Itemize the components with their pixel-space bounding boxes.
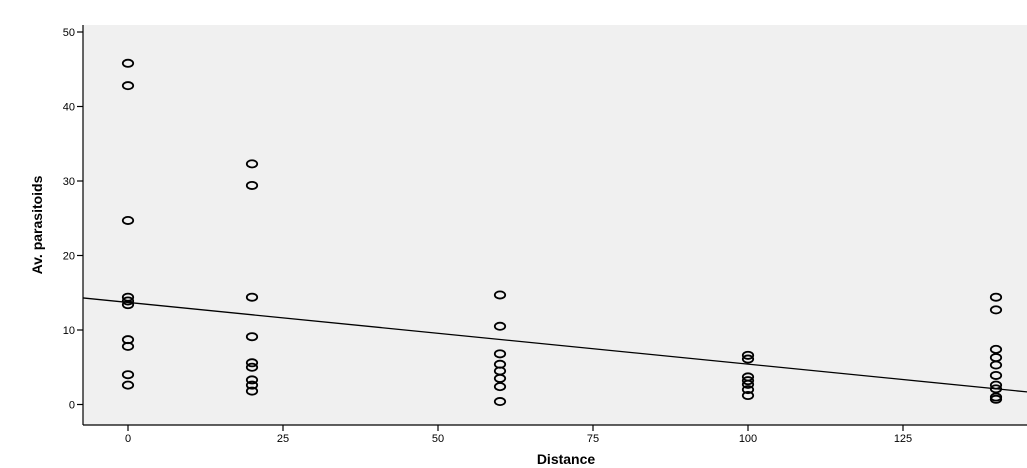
data-point (989, 344, 1003, 354)
data-point (121, 300, 135, 310)
data-point (121, 81, 135, 91)
data-point (741, 376, 755, 386)
data-point (741, 379, 755, 389)
data-point (121, 58, 135, 68)
x-tick-label: 100 (739, 433, 757, 445)
data-point (741, 391, 755, 401)
data-point (245, 292, 259, 302)
data-point (121, 215, 135, 225)
x-tick-label: 125 (894, 433, 912, 445)
data-point (121, 296, 135, 306)
data-point (121, 380, 135, 390)
y-axis: 0 10 20 30 40 50 (63, 25, 84, 425)
x-tick-label: 25 (277, 433, 289, 445)
data-point (989, 394, 1003, 404)
y-tick-label: 10 (63, 325, 75, 337)
data-point (245, 375, 259, 385)
data-point (121, 370, 135, 380)
data-point (493, 382, 507, 392)
data-point (121, 341, 135, 351)
x-axis-title: Distance (537, 451, 596, 467)
data-point (245, 358, 259, 368)
data-point (741, 354, 755, 364)
data-point (741, 385, 755, 395)
y-tick-label: 40 (63, 102, 75, 114)
x-tick-label: 75 (587, 433, 599, 445)
x-axis: 0 25 50 75 100 125 (83, 424, 1027, 445)
data-point (989, 360, 1003, 370)
data-point (245, 380, 259, 390)
data-point (989, 305, 1003, 315)
data-point (245, 159, 259, 169)
y-tick-label: 20 (63, 251, 75, 263)
fit-line (82, 297, 1027, 393)
data-point (741, 350, 755, 360)
data-point (493, 290, 507, 300)
y-axis-title: Av. parasitoids (29, 175, 45, 274)
data-point (493, 373, 507, 383)
data-point (989, 370, 1003, 380)
plot-area (83, 25, 1027, 425)
y-tick-label: 0 (69, 400, 75, 412)
data-point (245, 362, 259, 372)
data-point (493, 349, 507, 359)
y-tick-label: 50 (63, 27, 75, 39)
x-tick-label: 0 (125, 433, 131, 445)
data-point (989, 292, 1003, 302)
data-points (121, 58, 1003, 407)
y-tick-label: 30 (63, 176, 75, 188)
data-point (493, 397, 507, 407)
data-point (493, 321, 507, 331)
x-tick-label: 50 (432, 433, 444, 445)
data-point (245, 180, 259, 190)
data-point (245, 332, 259, 342)
data-point (245, 386, 259, 396)
